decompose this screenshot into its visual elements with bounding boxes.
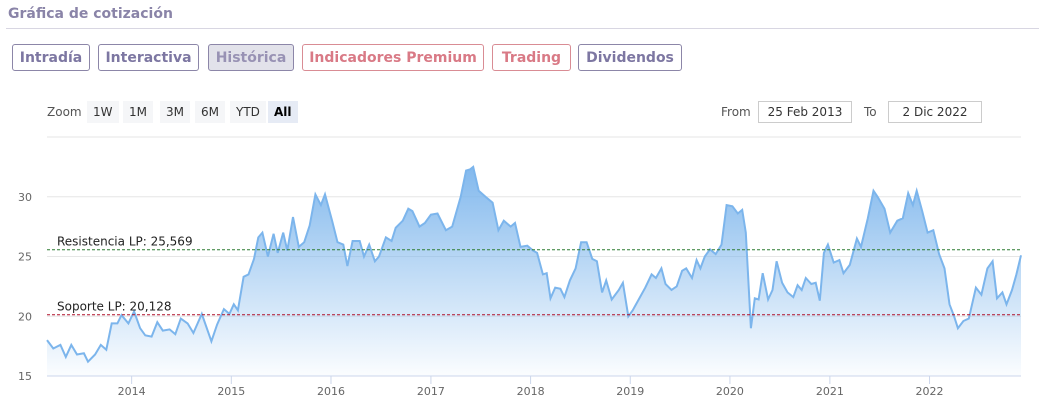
- price-line: [46, 165, 1022, 364]
- from-date-input[interactable]: 25 Feb 2013: [758, 101, 852, 123]
- title-divider: [6, 28, 1039, 29]
- zoom-6m-button[interactable]: 6M: [195, 101, 225, 123]
- zoom-1w-button[interactable]: 1W: [87, 101, 119, 123]
- tab-interactiva[interactable]: Interactiva: [98, 44, 199, 71]
- x-tick-label: 2022: [916, 385, 944, 398]
- to-date-input[interactable]: 2 Dic 2022: [888, 101, 982, 123]
- from-label: From: [721, 105, 751, 119]
- x-tick-label: 2021: [816, 385, 844, 398]
- price-area: [47, 166, 1021, 376]
- zoom-3m-button[interactable]: 3M: [160, 101, 190, 123]
- zoom-ytd-button[interactable]: YTD: [230, 101, 266, 123]
- zoom-label: Zoom: [47, 105, 82, 119]
- zoom-1m-button[interactable]: 1M: [123, 101, 153, 123]
- to-label: To: [864, 105, 877, 119]
- tab-indicadores-premium[interactable]: Indicadores Premium: [302, 44, 484, 71]
- x-tick-label: 2018: [517, 385, 545, 398]
- y-tick-label: 30: [18, 191, 32, 204]
- x-tick-label: 2016: [317, 385, 345, 398]
- support-label: Soporte LP: 20,128: [57, 300, 172, 314]
- y-tick-label: 15: [18, 370, 32, 383]
- tab-trading[interactable]: Trading: [492, 44, 571, 71]
- tab-dividendos[interactable]: Dividendos: [578, 44, 682, 71]
- x-tick-label: 2019: [616, 385, 644, 398]
- resistance-label: Resistencia LP: 25,569: [57, 235, 193, 249]
- section-title: Gráfica de cotización: [8, 6, 173, 22]
- x-tick-label: 2014: [118, 385, 146, 398]
- tab-historica[interactable]: Histórica: [208, 44, 294, 71]
- y-tick-label: 20: [18, 310, 32, 323]
- zoom-all-button[interactable]: All: [268, 101, 298, 123]
- x-tick-label: 2017: [417, 385, 445, 398]
- x-tick-label: 2015: [217, 385, 245, 398]
- y-tick-label: 25: [18, 251, 32, 264]
- x-tick-label: 2020: [716, 385, 744, 398]
- tab-intradia[interactable]: Intradía: [12, 44, 90, 71]
